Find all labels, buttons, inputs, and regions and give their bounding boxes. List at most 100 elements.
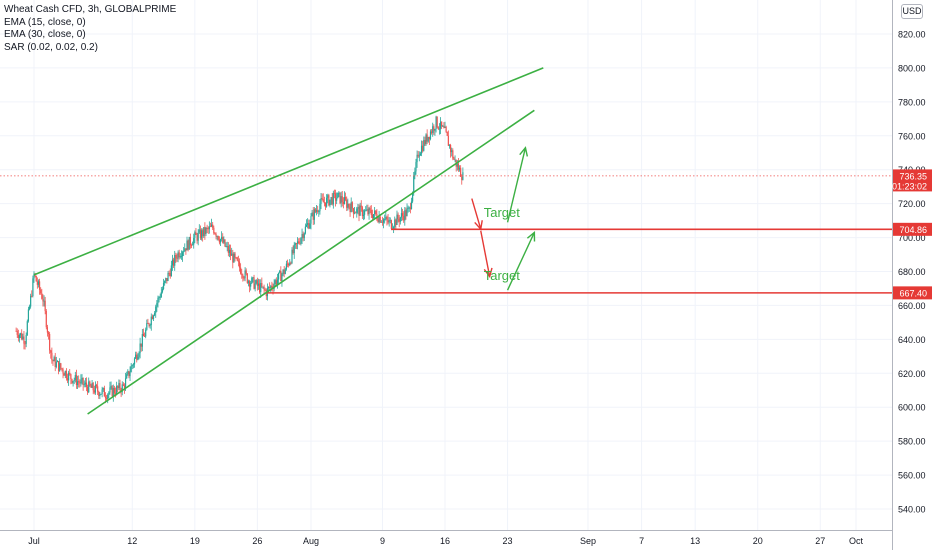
arrow-red-head bbox=[474, 220, 483, 231]
candle-body bbox=[388, 220, 390, 223]
y-tick-label: 680.00 bbox=[898, 267, 926, 277]
annotation-target: Target bbox=[484, 268, 521, 283]
legend-ema-30: EMA (30, close, 0) bbox=[4, 29, 86, 40]
candle-body bbox=[432, 126, 434, 133]
candle-body bbox=[296, 241, 299, 244]
candle-body bbox=[403, 215, 405, 221]
candle-body bbox=[227, 246, 229, 253]
arrow-red-head bbox=[483, 267, 493, 279]
candle-body bbox=[321, 198, 323, 200]
candle-body bbox=[102, 388, 104, 390]
candle-body bbox=[232, 253, 234, 263]
candle-body bbox=[282, 269, 284, 275]
candle-body bbox=[394, 219, 396, 227]
candle-body bbox=[121, 384, 123, 393]
y-tick-label: 600.00 bbox=[898, 403, 926, 413]
candle-body bbox=[145, 329, 147, 337]
candle-body bbox=[449, 145, 452, 153]
candle-body bbox=[141, 334, 143, 347]
candle-body bbox=[328, 195, 330, 206]
candle-body bbox=[114, 392, 117, 394]
candle-body bbox=[264, 289, 266, 291]
candle-body bbox=[415, 162, 417, 172]
candle-body bbox=[397, 214, 399, 220]
candle-body bbox=[267, 287, 270, 289]
candle-body bbox=[51, 352, 53, 361]
candle-body bbox=[71, 378, 73, 383]
candle-body bbox=[203, 227, 205, 237]
candle-body bbox=[246, 273, 248, 283]
candle-body bbox=[229, 249, 232, 256]
candle-body bbox=[308, 223, 310, 229]
candle-body bbox=[279, 270, 281, 273]
annotation-target: Target bbox=[484, 205, 521, 220]
candle-body bbox=[368, 208, 370, 215]
candle-body bbox=[143, 336, 146, 337]
candle-body bbox=[108, 392, 110, 395]
candle-body bbox=[379, 216, 381, 223]
candle-body bbox=[290, 262, 292, 264]
bar-countdown-label: 01:23:02 bbox=[892, 181, 927, 191]
candle-body bbox=[103, 388, 105, 397]
candle-body bbox=[275, 280, 277, 285]
candle-body bbox=[31, 295, 33, 297]
last-price-label-bg bbox=[893, 169, 932, 192]
candle-body bbox=[437, 127, 439, 129]
candle-body bbox=[248, 281, 251, 287]
currency-button[interactable]: USD bbox=[901, 4, 923, 19]
candle-body bbox=[269, 287, 271, 288]
candle-body bbox=[177, 252, 179, 259]
x-tick-label: 19 bbox=[190, 536, 200, 546]
candle-body bbox=[292, 249, 294, 254]
y-tick-label: 540.00 bbox=[898, 505, 926, 515]
candle-body bbox=[179, 256, 181, 258]
candle-body bbox=[346, 199, 348, 208]
candle-body bbox=[334, 193, 337, 201]
candle-body bbox=[94, 384, 97, 393]
candle-body bbox=[185, 248, 187, 251]
candle-body bbox=[212, 224, 214, 228]
candle-body bbox=[25, 334, 27, 344]
candle-body bbox=[233, 253, 235, 263]
candle-body bbox=[458, 167, 461, 170]
candle-body bbox=[93, 390, 95, 393]
candle-body bbox=[320, 198, 322, 204]
candle-body bbox=[419, 153, 422, 156]
candle-body bbox=[307, 223, 309, 225]
candle-body bbox=[40, 289, 42, 294]
candle-body bbox=[78, 381, 80, 383]
candle-body bbox=[412, 192, 414, 202]
candle-body bbox=[152, 315, 155, 319]
candle-body bbox=[277, 272, 280, 280]
candle-body bbox=[202, 230, 204, 237]
candle-body bbox=[231, 253, 233, 256]
candle-body bbox=[426, 134, 428, 142]
candle-body bbox=[136, 354, 138, 360]
candle-body bbox=[135, 354, 137, 359]
candle-body bbox=[401, 213, 404, 216]
candle-body bbox=[24, 343, 26, 345]
candle-body bbox=[162, 283, 165, 290]
level-price-label: 667.40 bbox=[899, 288, 927, 298]
candle-body bbox=[414, 171, 416, 176]
candle-body bbox=[160, 292, 162, 298]
candle-body bbox=[425, 134, 427, 145]
candle-body bbox=[288, 263, 290, 266]
candle-body bbox=[372, 214, 375, 218]
x-tick-label: 26 bbox=[252, 536, 262, 546]
candle-body bbox=[49, 333, 51, 351]
candle-body bbox=[427, 136, 429, 142]
candle-body bbox=[81, 377, 83, 380]
candle-body bbox=[404, 210, 406, 221]
candle-body bbox=[68, 372, 70, 381]
candle-body bbox=[366, 209, 368, 211]
candle-body bbox=[413, 175, 415, 193]
candle-body bbox=[219, 239, 222, 243]
candle-body bbox=[221, 236, 223, 240]
candle-body bbox=[274, 280, 276, 285]
candle-body bbox=[301, 234, 303, 239]
candle-body bbox=[422, 145, 424, 151]
candle-body bbox=[168, 273, 170, 274]
candle-body bbox=[251, 277, 253, 284]
